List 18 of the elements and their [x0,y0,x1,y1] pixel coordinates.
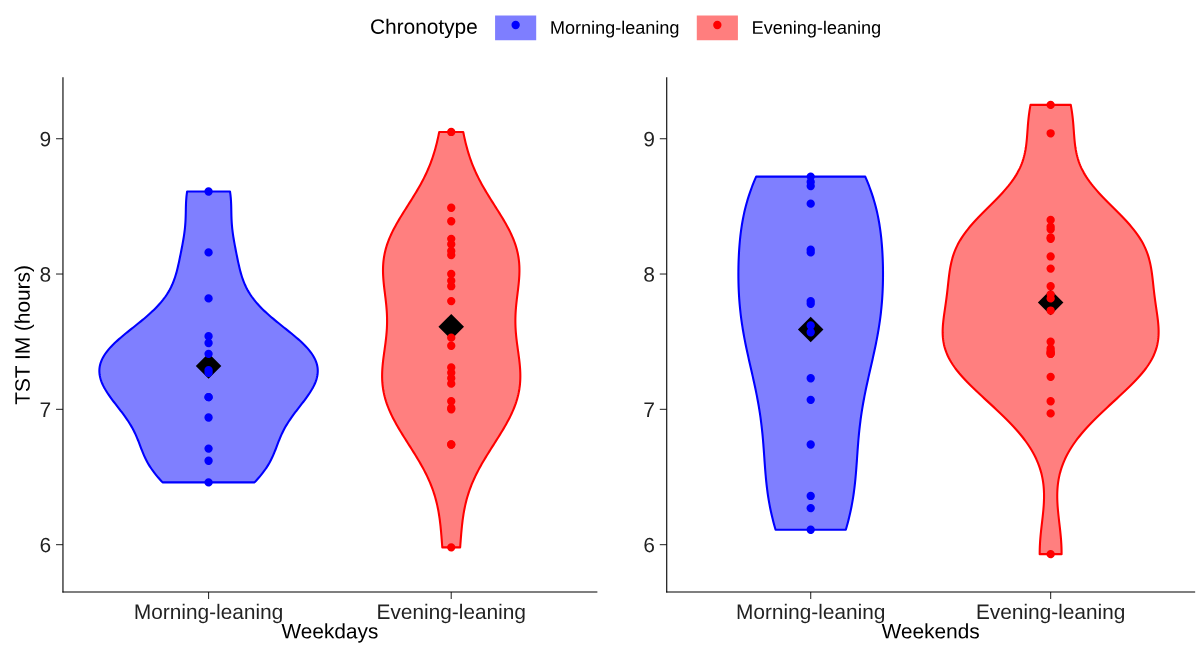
y-tick-label: 9 [40,131,51,147]
y-tick-label: 8 [644,267,655,282]
x-tick-label: Evening-leaning [977,603,1125,624]
y-tick-label: 7 [644,402,654,417]
x-tick-label: Evening-leaning [378,603,525,624]
x-tick-label: Morning-leaning [135,603,282,624]
y-tick-label: 6 [644,537,655,553]
y-tick-label: 6 [40,537,51,553]
x-tick-label: Morning-leaning [737,603,885,624]
y-tick-label: 8 [40,267,51,282]
legend-label: Evening-leaning [753,20,880,38]
x-axis-title: Weekends [881,623,979,639]
legend-title: Chronotype [371,18,477,39]
y-tick-label: 7 [40,402,51,417]
y-axis-title: TST IM (hours) [14,266,35,405]
x-axis-title: Weekdays [281,623,378,643]
y-tick-label: 9 [644,131,654,147]
legend-label: Morning-leaning [551,20,679,38]
